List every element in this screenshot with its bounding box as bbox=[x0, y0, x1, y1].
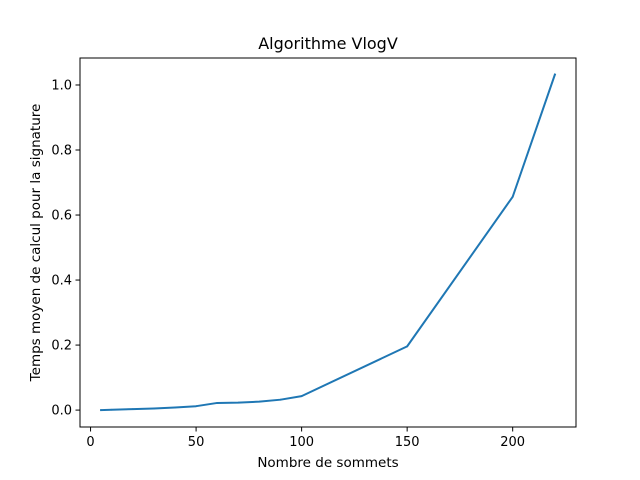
y-axis-label: Temps moyen de calcul pour la signature bbox=[28, 104, 44, 383]
x-tick-label: 0 bbox=[86, 435, 94, 450]
x-tick-label: 50 bbox=[188, 435, 205, 450]
x-tick-label: 150 bbox=[395, 435, 420, 450]
x-axis: 0 50 100 150 200 bbox=[86, 427, 525, 450]
data-point bbox=[279, 398, 282, 401]
data-point bbox=[195, 405, 197, 408]
data-point bbox=[511, 195, 514, 198]
data-point bbox=[152, 407, 155, 410]
x-tick-label: 100 bbox=[289, 435, 314, 450]
data-point bbox=[131, 408, 134, 411]
data-point bbox=[100, 409, 103, 411]
y-tick-label: 0.8 bbox=[51, 144, 72, 159]
x-axis-label: Nombre de sommets bbox=[257, 455, 398, 471]
data-point bbox=[237, 401, 240, 404]
data-point bbox=[406, 345, 409, 348]
y-tick-label: 0.0 bbox=[51, 404, 72, 419]
plot-frame bbox=[79, 57, 577, 428]
series-line-0 bbox=[100, 73, 557, 412]
y-tick-label: 0.2 bbox=[51, 339, 72, 354]
data-point bbox=[553, 73, 556, 76]
x-tick-label: 200 bbox=[500, 435, 525, 450]
data-point bbox=[110, 408, 113, 411]
y-tick-label: 1.0 bbox=[51, 78, 72, 93]
chart-title: Algorithme VlogV bbox=[258, 34, 398, 53]
data-point bbox=[258, 400, 261, 403]
data-point bbox=[300, 395, 303, 398]
y-tick-label: 0.4 bbox=[51, 274, 72, 289]
y-axis: 0.0 0.2 0.4 0.6 0.8 1.0 bbox=[51, 78, 80, 419]
series-layer bbox=[100, 73, 557, 412]
plot-area: 0 50 100 150 200 0.0 0.2 0.4 0.6 0.8 1.0 bbox=[51, 57, 577, 450]
y-tick-label: 0.6 bbox=[51, 209, 72, 224]
data-point bbox=[216, 402, 219, 404]
data-point bbox=[174, 406, 176, 409]
